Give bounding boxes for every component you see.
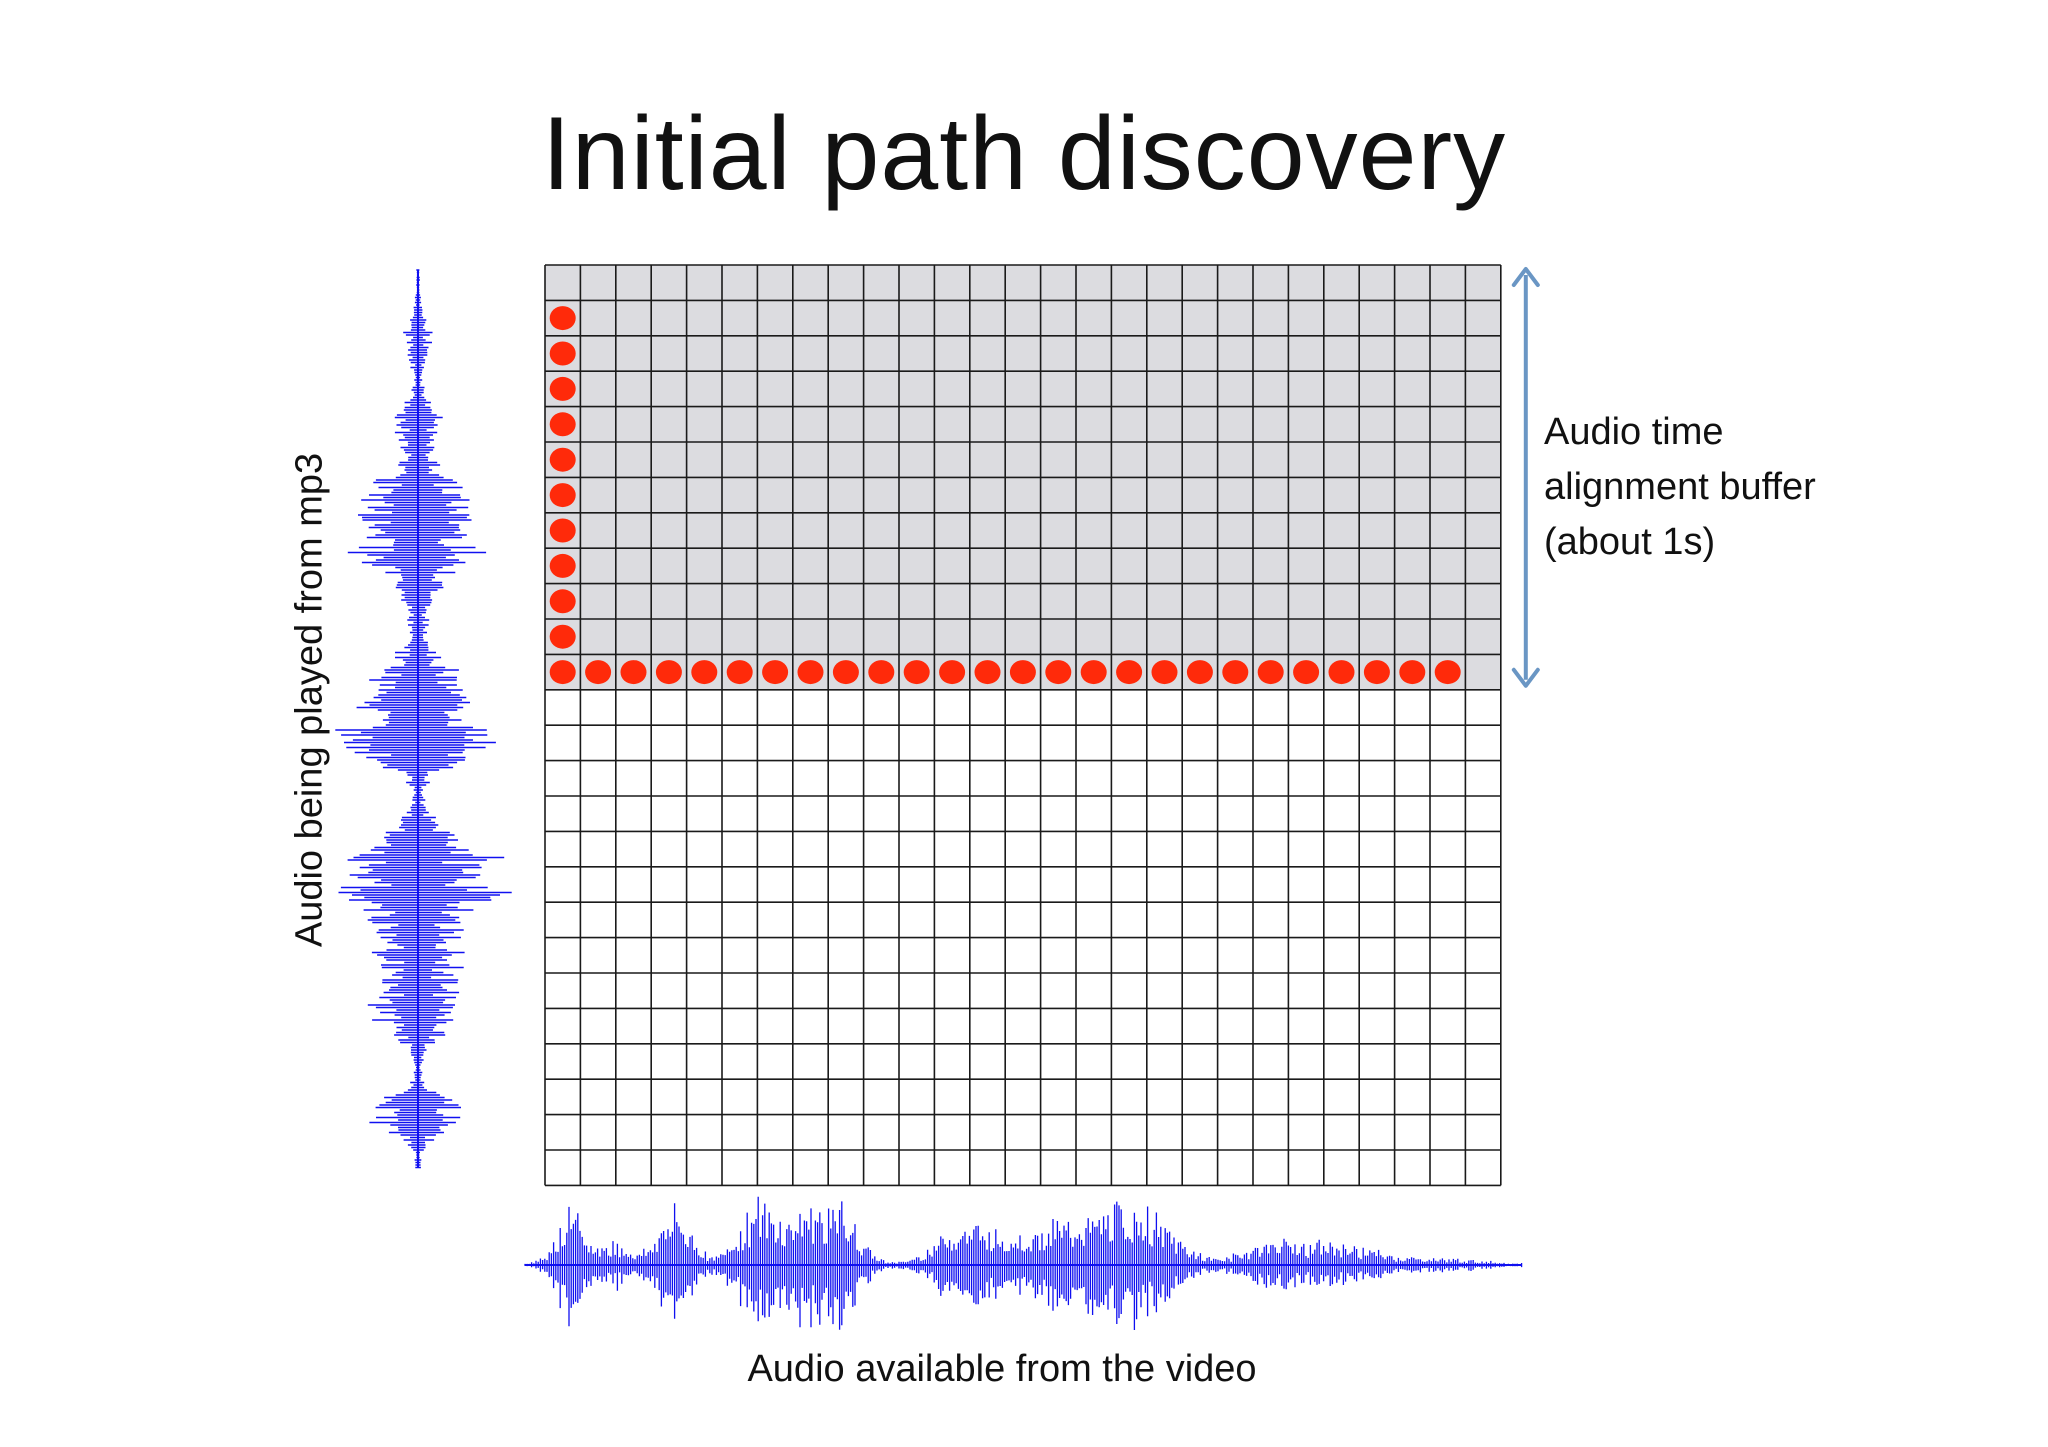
path-dot (1116, 660, 1143, 685)
waveform-trace (335, 269, 512, 1169)
path-dot (868, 660, 895, 685)
path-dot (620, 660, 647, 685)
buffer-label-line-3: (about 1s) (1544, 521, 1716, 563)
path-dot (1080, 660, 1107, 685)
path-dot (549, 553, 576, 578)
mp3-waveform (335, 269, 512, 1169)
waveform-trace (524, 1196, 1523, 1330)
initial-path (549, 306, 1461, 685)
path-dot (585, 660, 612, 685)
path-dot (1399, 660, 1426, 685)
buffer-label-line-2: alignment buffer (1544, 466, 1816, 508)
path-dot (1222, 660, 1249, 685)
arrow-head-top (1511, 267, 1540, 287)
buffer-label: Audio time alignment buffer (about 1s) (1544, 405, 1816, 570)
video-waveform (524, 1196, 1523, 1330)
path-dot (549, 589, 576, 614)
buffer-height-arrow (1511, 267, 1540, 688)
path-dot (549, 660, 576, 685)
path-dot (762, 660, 789, 685)
path-dot (691, 660, 718, 685)
path-dot (1151, 660, 1178, 685)
path-dot (1328, 660, 1355, 685)
path-dot (549, 306, 576, 331)
arrow-head-bottom (1511, 667, 1540, 688)
path-dot (1293, 660, 1320, 685)
path-dot (903, 660, 930, 685)
path-dot (1009, 660, 1036, 685)
path-dot (655, 660, 682, 685)
path-dot (974, 660, 1001, 685)
path-dot (1045, 660, 1072, 685)
path-dot (549, 518, 576, 543)
path-dot (797, 660, 824, 685)
path-dot (549, 412, 576, 437)
buffer-label-line-1: Audio time (1544, 411, 1724, 453)
path-dot (1363, 660, 1390, 685)
path-dot (726, 660, 753, 685)
path-dot (549, 483, 576, 508)
path-dot (1186, 660, 1213, 685)
y-axis-label: Audio being played from mp3 (288, 452, 331, 948)
path-dot (549, 341, 576, 366)
x-axis-label: Audio available from the video (747, 1348, 1257, 1390)
slide-title: Initial path discovery (541, 96, 1507, 212)
alignment-grid (544, 264, 1502, 1187)
path-dot (939, 660, 966, 685)
path-dot (1434, 660, 1461, 685)
path-dot (832, 660, 859, 685)
path-dot (549, 624, 576, 649)
path-dot (549, 447, 576, 472)
path-dot (1257, 660, 1284, 685)
path-dot (549, 376, 576, 401)
